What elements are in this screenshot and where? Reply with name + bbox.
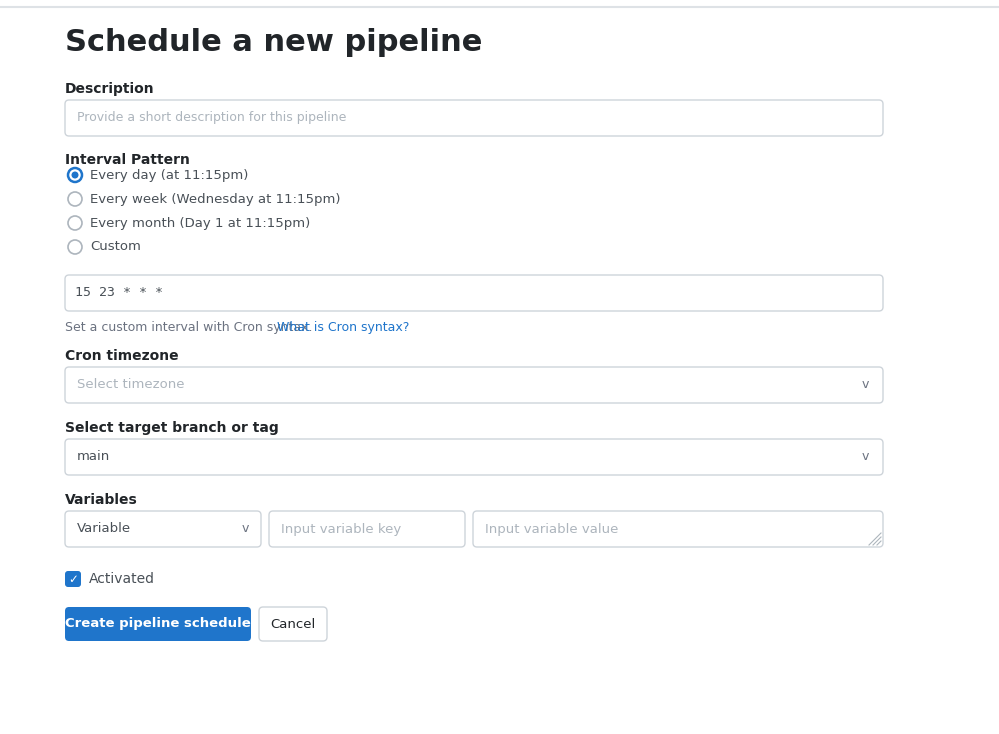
Circle shape [68,192,82,206]
Text: Input variable value: Input variable value [485,523,618,536]
Text: Interval Pattern: Interval Pattern [65,153,190,167]
Text: 15 23 * * *: 15 23 * * * [75,286,163,299]
Text: Provide a short description for this pipeline: Provide a short description for this pip… [77,112,347,125]
Text: Schedule a new pipeline: Schedule a new pipeline [65,28,483,57]
Text: Cancel: Cancel [271,617,316,631]
Text: Variable: Variable [77,523,131,536]
FancyBboxPatch shape [259,607,327,641]
Text: v: v [861,379,869,391]
Text: Description: Description [65,82,155,96]
Text: Create pipeline schedule: Create pipeline schedule [65,617,251,631]
Circle shape [68,240,82,254]
FancyBboxPatch shape [65,571,81,587]
FancyBboxPatch shape [65,439,883,475]
Text: v: v [861,451,869,463]
Text: Cron timezone: Cron timezone [65,349,179,363]
FancyBboxPatch shape [65,100,883,136]
Text: main: main [77,451,110,463]
Text: Variables: Variables [65,493,138,507]
Text: Select target branch or tag: Select target branch or tag [65,421,279,435]
Text: What is Cron syntax?: What is Cron syntax? [277,321,410,334]
Text: Select timezone: Select timezone [77,379,185,391]
Text: ✓: ✓ [68,573,78,586]
Circle shape [68,168,82,182]
Text: Every day (at 11:15pm): Every day (at 11:15pm) [90,169,249,181]
FancyBboxPatch shape [269,511,465,547]
FancyBboxPatch shape [473,511,883,547]
FancyBboxPatch shape [65,511,261,547]
FancyBboxPatch shape [65,275,883,311]
FancyBboxPatch shape [65,367,883,403]
Text: Set a custom interval with Cron syntax.: Set a custom interval with Cron syntax. [65,321,317,334]
Text: Activated: Activated [89,572,155,586]
Text: Every week (Wednesday at 11:15pm): Every week (Wednesday at 11:15pm) [90,192,341,206]
Circle shape [68,216,82,230]
Text: Custom: Custom [90,241,141,253]
Text: Every month (Day 1 at 11:15pm): Every month (Day 1 at 11:15pm) [90,217,311,230]
FancyBboxPatch shape [65,607,251,641]
Text: v: v [242,523,249,536]
Text: Input variable key: Input variable key [281,523,402,536]
Circle shape [72,172,79,178]
